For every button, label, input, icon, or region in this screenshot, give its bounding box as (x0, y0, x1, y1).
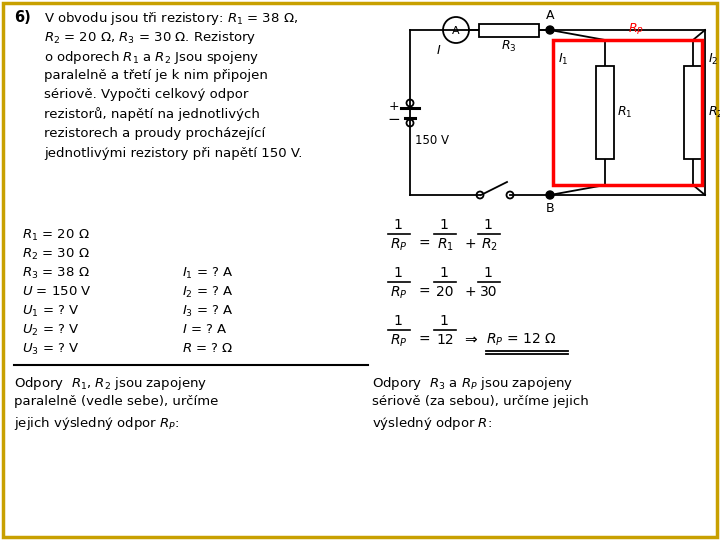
Text: −: − (387, 112, 400, 127)
Text: $I_1$: $I_1$ (558, 52, 568, 67)
Text: $U_3$ = ? V: $U_3$ = ? V (22, 342, 80, 357)
Text: 6): 6) (14, 10, 31, 25)
Text: V obvodu jsou tři rezistory: $R_1$ = 38 Ω,: V obvodu jsou tři rezistory: $R_1$ = 38 … (44, 10, 298, 27)
Text: $R_1$: $R_1$ (617, 105, 633, 120)
Text: sériově (za sebou), určíme jejich: sériově (za sebou), určíme jejich (372, 395, 589, 408)
Text: $U$ = 150 V: $U$ = 150 V (22, 285, 91, 298)
Text: paralelně a třetí je k nim připojen: paralelně a třetí je k nim připojen (44, 69, 268, 82)
Text: o odporech $R_1$ a $R_2$ Jsou spojeny: o odporech $R_1$ a $R_2$ Jsou spojeny (44, 49, 259, 66)
Text: 1: 1 (394, 314, 402, 328)
Text: 1: 1 (440, 218, 449, 232)
Text: =: = (418, 333, 430, 347)
Text: $I_3$ = ? A: $I_3$ = ? A (182, 304, 234, 319)
Text: $I$ = ? A: $I$ = ? A (182, 323, 228, 336)
Bar (553, 40, 702, 185)
Text: +: + (464, 285, 476, 299)
Text: rezistorů, napětí na jednotlivých: rezistorů, napětí na jednotlivých (44, 107, 260, 122)
Text: $R_2$: $R_2$ (480, 237, 498, 253)
Text: $R_1$: $R_1$ (436, 237, 454, 253)
Text: $R_1$ = 20 Ω: $R_1$ = 20 Ω (22, 228, 90, 243)
Text: $R_P$: $R_P$ (628, 22, 644, 37)
Text: $U_1$ = ? V: $U_1$ = ? V (22, 304, 80, 319)
Text: sériově. Vypočti celkový odpor: sériově. Vypočti celkový odpor (44, 88, 248, 101)
Text: =: = (418, 237, 430, 251)
Circle shape (546, 191, 554, 199)
Text: 1: 1 (484, 218, 492, 232)
Text: $R_P$: $R_P$ (390, 285, 408, 301)
Text: +: + (389, 100, 400, 113)
Text: 1: 1 (440, 314, 449, 328)
Text: $U_2$ = ? V: $U_2$ = ? V (22, 323, 80, 338)
Text: $I_1$ = ? A: $I_1$ = ? A (182, 266, 234, 281)
Text: Odpory  $R_3$ a $R_P$ jsou zapojeny: Odpory $R_3$ a $R_P$ jsou zapojeny (372, 375, 573, 392)
Text: výsledný odpor $R$:: výsledný odpor $R$: (372, 415, 492, 432)
Bar (684, 66, 702, 159)
Text: 1: 1 (440, 266, 449, 280)
Text: A: A (546, 9, 554, 22)
Text: +: + (464, 237, 476, 251)
Text: $I_2$ = ? A: $I_2$ = ? A (182, 285, 234, 300)
Text: =: = (418, 285, 430, 299)
Text: $R_P$: $R_P$ (390, 333, 408, 349)
Text: $R_P$: $R_P$ (390, 237, 408, 253)
Text: jednotlivými rezistory při napětí 150 V.: jednotlivými rezistory při napětí 150 V. (44, 146, 302, 159)
Text: A: A (452, 26, 460, 36)
Text: 1: 1 (394, 266, 402, 280)
Text: 12: 12 (436, 333, 454, 347)
Text: 1: 1 (394, 218, 402, 232)
Text: $I$: $I$ (436, 44, 441, 57)
Text: $I_2$: $I_2$ (708, 52, 719, 67)
Text: jejich výsledný odpor $R_P$:: jejich výsledný odpor $R_P$: (14, 415, 179, 432)
Text: $R_P$ = 12 Ω: $R_P$ = 12 Ω (486, 332, 557, 348)
Circle shape (546, 26, 554, 34)
Text: Odpory  $R_1$, $R_2$ jsou zapojeny: Odpory $R_1$, $R_2$ jsou zapojeny (14, 375, 207, 392)
Text: $R_2$ = 20 Ω, $R_3$ = 30 Ω. Rezistory: $R_2$ = 20 Ω, $R_3$ = 30 Ω. Rezistory (44, 30, 256, 46)
Text: $R_3$ = 38 Ω: $R_3$ = 38 Ω (22, 266, 90, 281)
Text: $R_3$: $R_3$ (501, 39, 517, 54)
Text: $R$ = ? Ω: $R$ = ? Ω (182, 342, 233, 355)
Text: rezistorech a proudy procházející: rezistorech a proudy procházející (44, 127, 265, 140)
Bar (480, 24, 539, 37)
Text: B: B (546, 202, 554, 215)
Text: 30: 30 (480, 285, 498, 299)
Text: 1: 1 (484, 266, 492, 280)
Text: 150 V: 150 V (415, 134, 449, 147)
Text: 20: 20 (436, 285, 454, 299)
Bar (596, 66, 614, 159)
Text: $R_2$: $R_2$ (708, 105, 720, 120)
Text: ⇒: ⇒ (464, 333, 477, 348)
Text: paralelně (vedle sebe), určíme: paralelně (vedle sebe), určíme (14, 395, 218, 408)
Text: $R_2$ = 30 Ω: $R_2$ = 30 Ω (22, 247, 90, 262)
